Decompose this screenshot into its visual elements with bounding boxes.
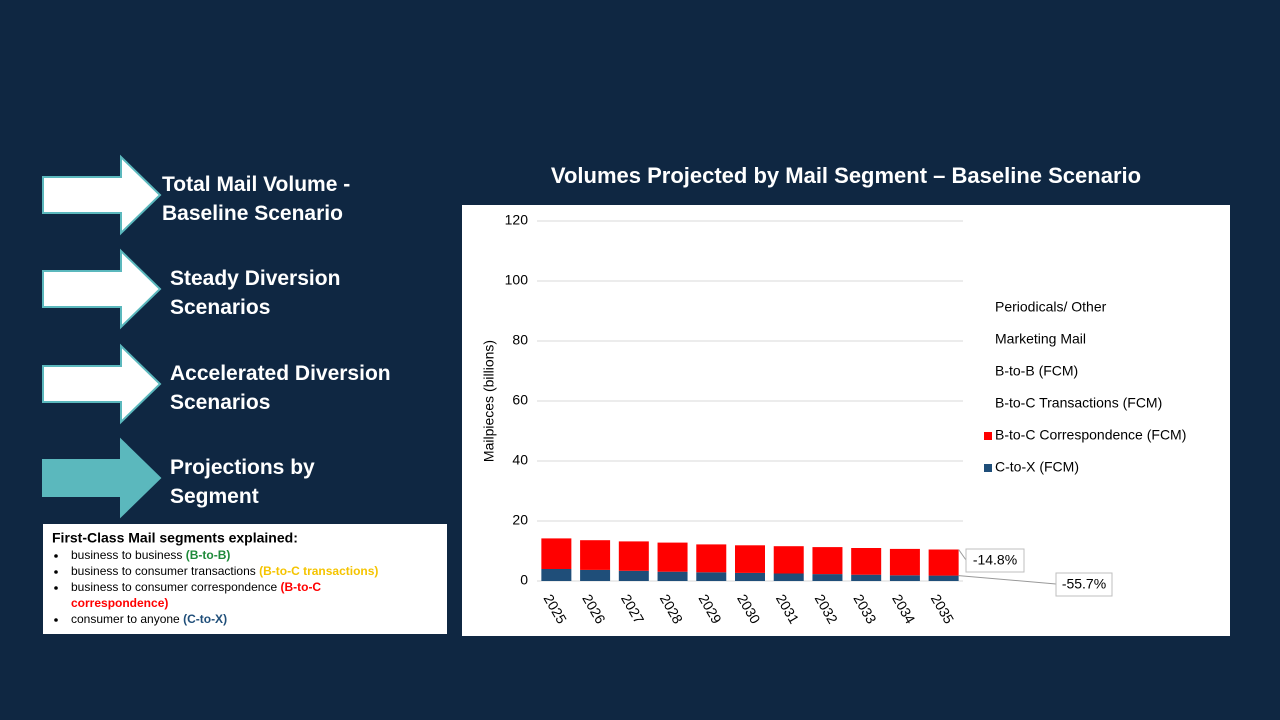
explainer-title: First-Class Mail segments explained: bbox=[52, 530, 298, 546]
legend-label: B-to-C Correspondence (FCM) bbox=[995, 427, 1186, 443]
explainer-item: business to consumer transactions (B-to-… bbox=[71, 564, 378, 578]
bar-segment bbox=[812, 547, 843, 575]
legend-swatch bbox=[984, 400, 992, 408]
y-tick-label: 100 bbox=[505, 272, 529, 288]
legend-swatch bbox=[984, 464, 992, 472]
bullet bbox=[54, 586, 58, 590]
bullet bbox=[54, 618, 58, 622]
bar-segment bbox=[657, 571, 688, 581]
nav-label: Accelerated Diversion Scenarios bbox=[170, 362, 391, 414]
nav-label: Projections by Segment bbox=[170, 456, 315, 508]
bar-segment bbox=[889, 548, 920, 576]
y-tick-label: 80 bbox=[512, 332, 528, 348]
explainer-box bbox=[43, 524, 447, 634]
explainer-item: business to consumer correspondence (B-t… bbox=[71, 580, 324, 610]
explainer-text: consumer to anyone bbox=[71, 612, 183, 626]
nav-label-line: Segment bbox=[170, 485, 259, 508]
nav-label-line: Steady Diversion bbox=[170, 267, 340, 290]
bar-segment bbox=[618, 541, 649, 571]
legend-label: C-to-X (FCM) bbox=[995, 459, 1079, 475]
bar-segment bbox=[618, 570, 649, 581]
annotation: -55.7% bbox=[1062, 576, 1106, 592]
legend-swatch bbox=[984, 368, 992, 376]
bar-segment bbox=[580, 569, 611, 581]
y-axis-label: Mailpieces (billions) bbox=[481, 340, 497, 462]
bar-segment bbox=[928, 575, 959, 581]
explainer-text: business to consumer correspondence bbox=[71, 580, 280, 594]
explainer-tag-wrap: correspondence) bbox=[71, 596, 168, 610]
annotation-box bbox=[965, 548, 1025, 573]
bar-segment bbox=[812, 574, 843, 581]
explainer-tag: (B-to-C transactions) bbox=[259, 564, 378, 578]
nav-arrow bbox=[42, 248, 162, 330]
y-tick-label: 40 bbox=[512, 452, 528, 468]
explainer-tag: (B-to-B) bbox=[186, 548, 231, 562]
nav-arrow bbox=[42, 343, 162, 425]
bar-segment bbox=[773, 546, 804, 574]
bar-segment bbox=[851, 574, 882, 581]
annotation-leader bbox=[958, 575, 1057, 585]
y-tick-label: 60 bbox=[512, 392, 528, 408]
legend-label: B-to-C Transactions (FCM) bbox=[995, 395, 1162, 411]
explainer-item: business to business (B-to-B) bbox=[71, 548, 230, 562]
nav-label-line: Scenarios bbox=[170, 296, 270, 319]
annotation-box bbox=[1055, 572, 1113, 597]
bar-segment bbox=[696, 544, 727, 573]
nav-label-line: Accelerated Diversion bbox=[170, 362, 391, 385]
nav-arrow bbox=[42, 154, 162, 236]
y-tick-label: 0 bbox=[520, 572, 528, 588]
legend-label: Marketing Mail bbox=[995, 331, 1086, 347]
bar-segment bbox=[773, 573, 804, 581]
y-tick-label: 120 bbox=[505, 212, 529, 228]
nav-label-line: Projections by bbox=[170, 456, 315, 479]
bar-segment bbox=[657, 542, 688, 572]
nav-label: Steady Diversion Scenarios bbox=[170, 267, 340, 319]
legend-swatch bbox=[984, 304, 992, 312]
bar-segment bbox=[696, 572, 727, 581]
legend-swatch bbox=[984, 432, 992, 440]
explainer-item: consumer to anyone (C-to-X) bbox=[71, 612, 227, 626]
annotation-leader bbox=[958, 549, 967, 561]
nav-arrow bbox=[42, 437, 162, 519]
bar-segment bbox=[928, 549, 959, 576]
legend-swatch bbox=[984, 336, 992, 344]
bullet bbox=[54, 570, 58, 574]
legend-label: Periodicals/ Other bbox=[995, 299, 1107, 315]
bar-segment bbox=[541, 569, 572, 581]
bar-segment bbox=[580, 540, 611, 570]
nav-label: Total Mail Volume - Baseline Scenario bbox=[162, 173, 350, 225]
bar-segment bbox=[735, 572, 765, 581]
bar-segment bbox=[541, 538, 572, 569]
chart-title: Volumes Projected by Mail Segment – Base… bbox=[551, 163, 1141, 188]
legend-label: B-to-B (FCM) bbox=[995, 363, 1078, 379]
nav-label-line: Baseline Scenario bbox=[162, 202, 343, 225]
nav-label-line: Scenarios bbox=[170, 391, 270, 414]
y-tick-label: 20 bbox=[512, 512, 528, 528]
chart-panel bbox=[462, 205, 1230, 636]
bar-segment bbox=[851, 548, 882, 575]
bar-segment bbox=[735, 545, 765, 573]
bar-segment bbox=[889, 575, 920, 581]
explainer-text: business to business bbox=[71, 548, 186, 562]
nav-label-line: Total Mail Volume - bbox=[162, 173, 350, 196]
explainer-tag: (C-to-X) bbox=[183, 612, 227, 626]
bullet bbox=[54, 554, 58, 558]
explainer-text: business to consumer transactions bbox=[71, 564, 259, 578]
explainer-tag: (B-to-C bbox=[280, 580, 324, 594]
annotation: -14.8% bbox=[973, 552, 1017, 568]
